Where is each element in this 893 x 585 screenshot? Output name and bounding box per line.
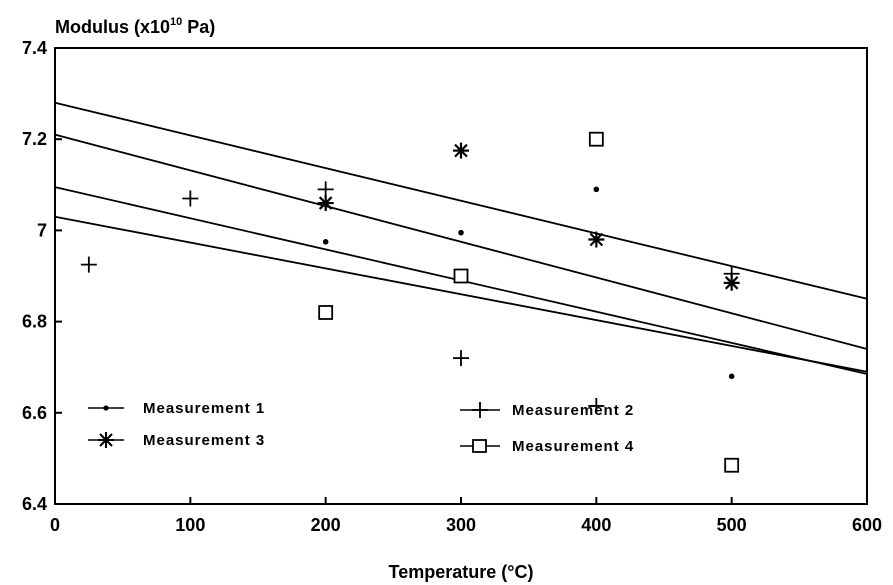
y-axis-title-unit: Pa) xyxy=(182,17,215,37)
legend-label-measurement-1: Measurement 1 xyxy=(143,400,265,417)
x-axis-ticks: 0 100 200 300 400 500 600 xyxy=(50,497,882,535)
legend-label-measurement-4: Measurement 4 xyxy=(512,438,634,455)
x-tick-label: 100 xyxy=(175,515,205,535)
x-tick-label: 400 xyxy=(581,515,611,535)
data-point-measurement-4 xyxy=(588,131,604,147)
data-point-measurement-4 xyxy=(318,305,334,320)
data-point-measurement-4 xyxy=(453,268,469,284)
data-point-measurement-1 xyxy=(458,229,464,236)
legend-marker-asterisk xyxy=(98,432,114,448)
legend-label-measurement-3: Measurement 3 xyxy=(143,432,265,449)
y-axis-ticks: 6.4 6.6 6.8 7 7.2 7.4 xyxy=(22,38,62,514)
legend-marker-plus xyxy=(472,402,488,418)
data-points xyxy=(80,131,740,473)
legend-entry-measurement-2: Measurement 2 xyxy=(460,402,634,419)
legend-marker-square xyxy=(472,439,487,453)
data-point-measurement-3 xyxy=(588,231,605,248)
y-tick-label: 7.4 xyxy=(22,38,47,58)
y-axis-title: Modulus (x1010 Pa) xyxy=(55,16,215,37)
legend-entry-measurement-3: Measurement 3 xyxy=(88,432,265,449)
legend-label-measurement-2: Measurement 2 xyxy=(512,402,634,419)
data-point-measurement-3 xyxy=(317,195,334,212)
data-point-measurement-1 xyxy=(593,186,600,193)
x-tick-label: 600 xyxy=(852,515,882,535)
y-axis-title-exponent: 10 xyxy=(170,16,182,28)
legend-entry-measurement-4: Measurement 4 xyxy=(460,438,634,455)
x-tick-label: 500 xyxy=(717,515,747,535)
legend-entry-measurement-1: Measurement 1 xyxy=(88,400,265,417)
data-point-measurement-3 xyxy=(723,274,740,291)
x-tick-label: 300 xyxy=(446,515,476,535)
x-axis-title: Temperature (°C) xyxy=(389,562,534,582)
y-tick-label: 6.8 xyxy=(22,312,47,332)
legend-marker-dot xyxy=(103,405,109,411)
y-tick-label: 7 xyxy=(37,220,47,240)
y-tick-label: 6.6 xyxy=(22,403,47,423)
data-point-measurement-2 xyxy=(182,190,199,207)
data-point-measurement-2 xyxy=(80,256,97,273)
data-point-measurement-1 xyxy=(728,373,735,380)
fit-line-measurement-2 xyxy=(54,215,868,373)
data-point-measurement-2 xyxy=(453,350,469,367)
data-point-measurement-4 xyxy=(724,457,740,473)
y-tick-label: 6.4 xyxy=(22,494,47,514)
data-point-measurement-2 xyxy=(317,181,334,198)
y-axis-title-main: Modulus (x10 xyxy=(55,17,170,37)
data-point-measurement-3 xyxy=(453,142,469,159)
x-tick-label: 0 xyxy=(50,515,60,535)
data-point-measurement-1 xyxy=(322,239,329,245)
fit-line-measurement-4 xyxy=(54,133,868,350)
x-tick-label: 200 xyxy=(311,515,341,535)
legend: Measurement 1 Measurement 3 Measurement … xyxy=(88,400,634,455)
data-point-measurement-2 xyxy=(588,397,605,414)
y-tick-label: 7.2 xyxy=(22,129,47,149)
